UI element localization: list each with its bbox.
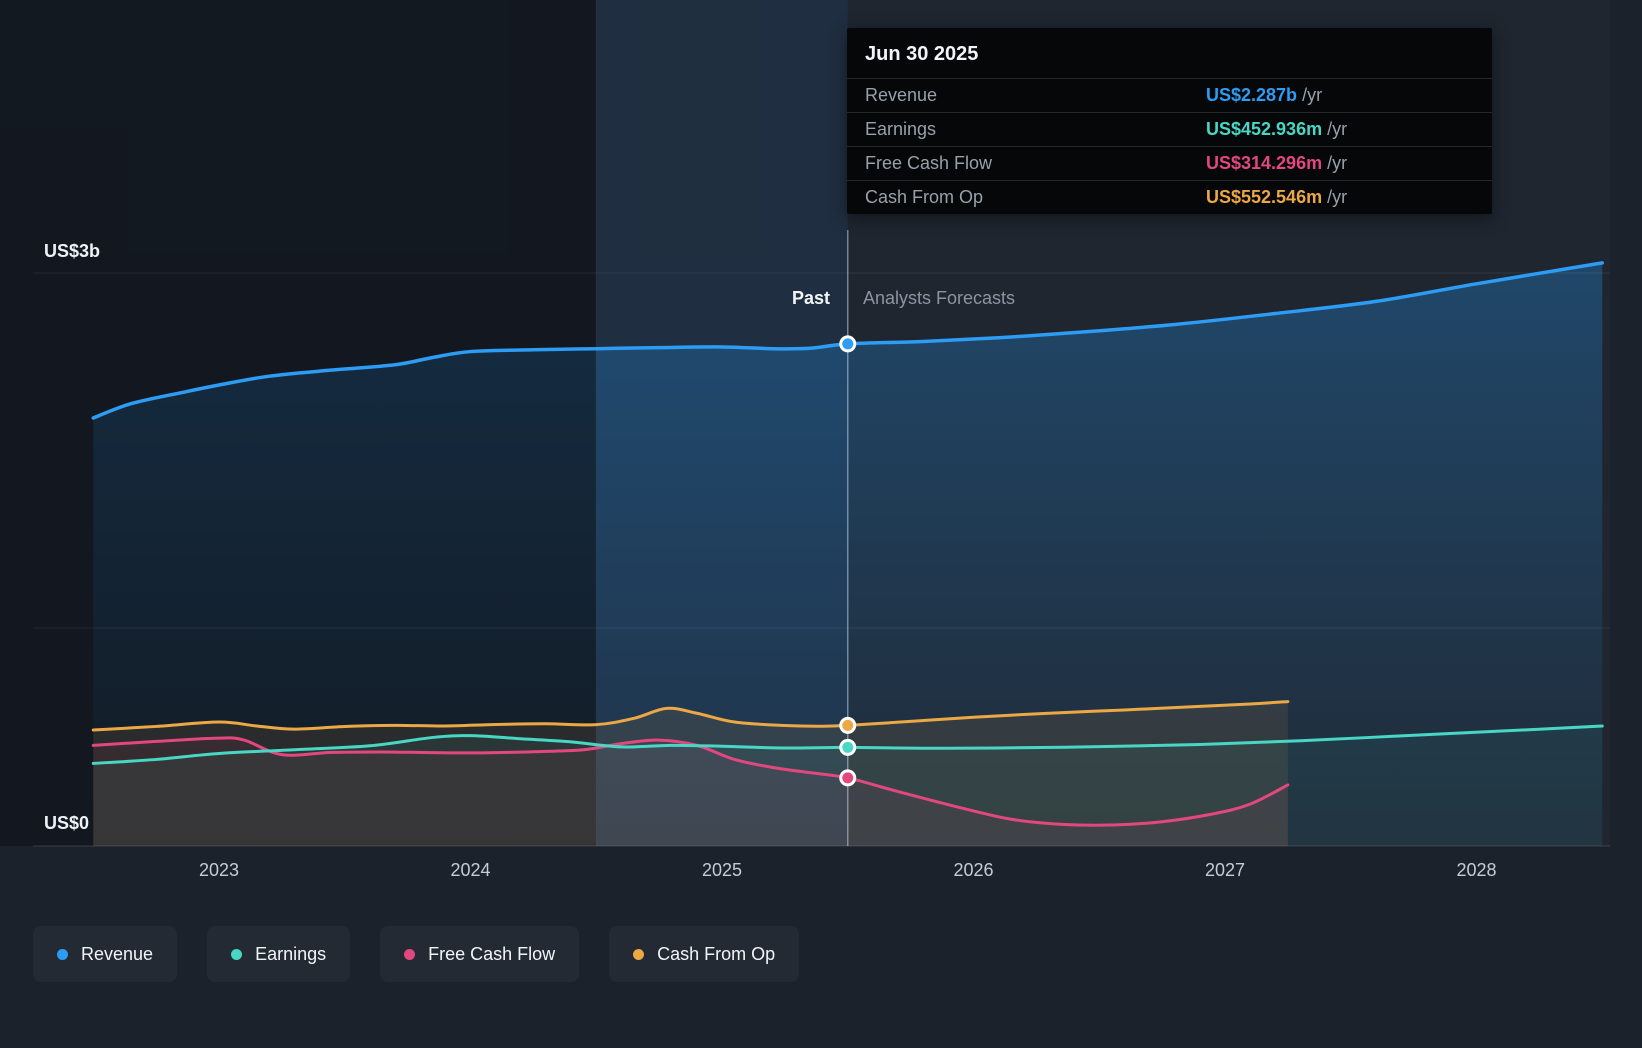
legend-item-free-cash-flow[interactable]: Free Cash Flow: [380, 926, 580, 982]
free-cash-flow-dot-icon: [404, 948, 416, 960]
tooltip-row-revenue: Revenue US$2.287b /yr: [847, 78, 1492, 112]
revenue-dot-icon: [57, 948, 68, 960]
legend-label: Cash From Op: [657, 943, 776, 964]
y-axis-label-max: US$3b: [44, 241, 101, 261]
chart-tooltip: Jun 30 2025 Revenue US$2.287b /yr Earnin…: [847, 28, 1492, 214]
analysts-forecasts-label: Analysts Forecasts: [863, 288, 1016, 308]
tooltip-value: US$452.936m: [1206, 119, 1323, 139]
legend-item-earnings[interactable]: Earnings: [207, 926, 351, 982]
tooltip-value: US$552.546m: [1206, 187, 1323, 207]
tooltip-label: Revenue: [865, 85, 938, 105]
tooltip-label: Free Cash Flow: [865, 153, 993, 173]
tooltip-row-earnings: Earnings US$452.936m /yr: [847, 112, 1492, 146]
earnings-dot-icon: [231, 948, 243, 960]
legend-item-revenue[interactable]: Revenue: [33, 926, 178, 982]
y-axis-label-zero: US$0: [44, 813, 90, 833]
chart-legend: Revenue Earnings Free Cash Flow Cash Fro…: [33, 926, 800, 982]
tooltip-unit: /yr: [1322, 153, 1348, 173]
tooltip-unit: /yr: [1322, 187, 1348, 207]
tooltip-label: Cash From Op: [865, 187, 984, 207]
tooltip-row-free-cash-flow: Free Cash Flow US$314.296m /yr: [847, 146, 1492, 180]
tooltip-unit: /yr: [1297, 85, 1323, 105]
legend-label: Earnings: [255, 943, 327, 964]
tooltip-label: Earnings: [865, 119, 937, 139]
past-label: Past: [791, 288, 830, 308]
tooltip-date: Jun 30 2025: [865, 43, 979, 65]
cash-from-op-dot-icon: [633, 948, 645, 960]
legend-label: Free Cash Flow: [428, 943, 556, 964]
tooltip-value: US$314.296m: [1206, 153, 1323, 173]
tooltip-value: US$2.287b: [1206, 85, 1298, 105]
legend-label: Revenue: [81, 943, 154, 964]
tooltip-row-cash-from-op: Cash From Op US$552.546m /yr: [847, 180, 1492, 214]
tooltip-unit: /yr: [1322, 119, 1348, 139]
legend-item-cash-from-op[interactable]: Cash From Op: [609, 926, 800, 982]
